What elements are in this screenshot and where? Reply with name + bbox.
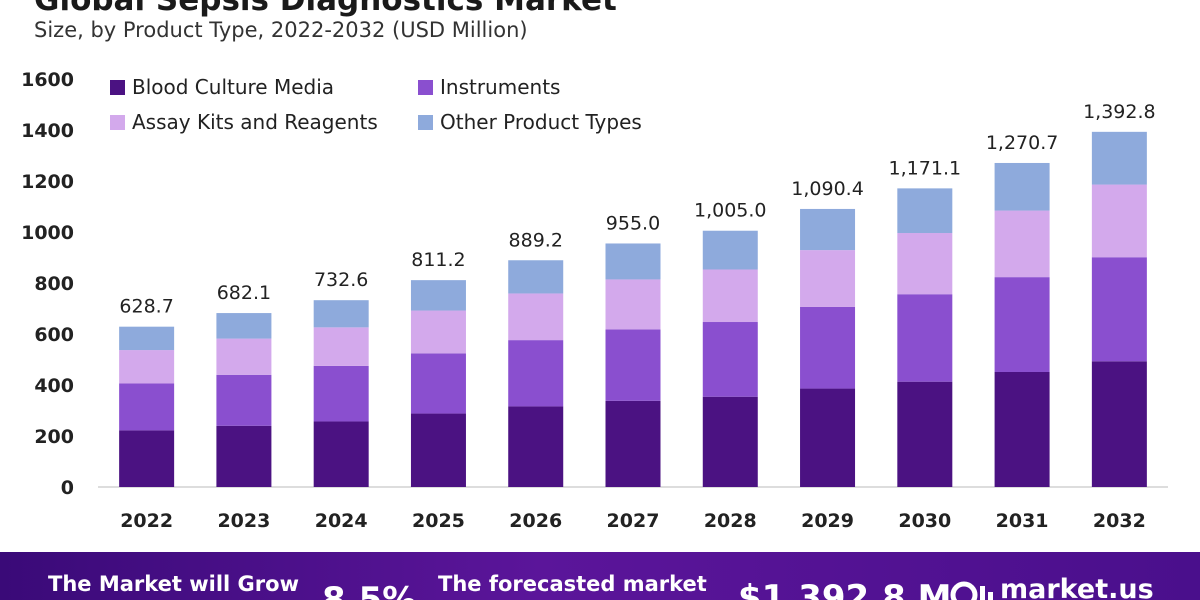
bar-total-label: 955.0 [606, 212, 660, 234]
legend-label: Instruments [440, 75, 560, 99]
y-tick-label: 600 [34, 324, 74, 346]
bar-segment [994, 277, 1050, 372]
bar-segment [119, 383, 175, 431]
bar-total-label: 682.1 [217, 282, 271, 304]
bar-segment [605, 243, 661, 280]
bar-segment [994, 371, 1050, 487]
y-tick-label: 200 [34, 426, 74, 448]
bar-segment [216, 425, 272, 487]
legend-label: Assay Kits and Reagents [132, 110, 378, 134]
bar-segment [410, 353, 466, 414]
x-tick-label: 2027 [607, 510, 660, 532]
bar-segment [216, 338, 272, 375]
x-tick-label: 2028 [704, 510, 757, 532]
footer-forecast-value: $1,392.8 M [738, 578, 952, 600]
bar-segment [216, 374, 272, 426]
legend-label: Blood Culture Media [132, 75, 334, 99]
bar-segment [702, 269, 758, 323]
x-tick-label: 2022 [120, 510, 173, 532]
footer-grow-text: The Market will Grow [48, 572, 299, 596]
y-tick-label: 0 [61, 477, 74, 499]
bar-segment [994, 210, 1050, 278]
bar-segment [119, 350, 175, 384]
bar-segment [897, 381, 953, 487]
y-tick-label: 1000 [21, 222, 74, 244]
bar-segment [508, 406, 564, 487]
bar-total-label: 1,005.0 [694, 200, 767, 222]
bar-segment [800, 306, 856, 389]
x-tick-label: 2032 [1093, 510, 1146, 532]
bar-segment [410, 280, 466, 311]
x-tick-label: 2030 [898, 510, 951, 532]
y-tick-label: 1200 [21, 171, 74, 193]
x-tick-label: 2026 [509, 510, 562, 532]
bar-segment [313, 421, 369, 487]
footer-banner: The Market will Grow 8.5% The forecasted… [0, 552, 1200, 600]
chart-subtitle: Size, by Product Type, 2022-2032 (USD Mi… [34, 18, 528, 42]
bar-segment [605, 329, 661, 401]
bar-segment [702, 230, 758, 270]
bar-segment [897, 294, 953, 382]
bar-segment [410, 413, 466, 487]
bar-segment [508, 340, 564, 407]
bar-segment [897, 233, 953, 295]
footer-cagr-value: 8.5% [322, 580, 417, 600]
bar-segment [216, 313, 272, 339]
bar-segment [313, 365, 369, 422]
y-tick-label: 1600 [21, 69, 74, 91]
legend-swatch [110, 115, 125, 130]
bar-segment [1091, 361, 1147, 487]
bar-segment [800, 250, 856, 307]
bar-segment [313, 300, 369, 328]
bar-segment [119, 430, 175, 487]
bar-segment [605, 400, 661, 487]
bar-segment [994, 162, 1050, 211]
bar-segment [508, 293, 564, 341]
market-us-logo-icon [950, 581, 993, 600]
footer-forecast-text: The forecasted market [438, 572, 707, 596]
bar-segment [800, 208, 856, 251]
bar-segment [1091, 184, 1147, 258]
x-tick-label: 2023 [217, 510, 270, 532]
bar-total-label: 1,090.4 [791, 178, 864, 200]
bar-segment [1091, 257, 1147, 362]
bar-total-label: 1,270.7 [986, 132, 1059, 154]
legend-swatch [418, 80, 433, 95]
legend-swatch [110, 80, 125, 95]
bar-segment [1091, 131, 1147, 185]
x-tick-label: 2031 [996, 510, 1049, 532]
y-tick-label: 400 [34, 375, 74, 397]
bar-total-label: 628.7 [119, 296, 173, 318]
bar-segment [702, 322, 758, 397]
legend-label: Other Product Types [440, 110, 642, 134]
bar-segment [702, 396, 758, 487]
bar-total-label: 811.2 [411, 249, 465, 271]
bar-segment [508, 260, 564, 294]
bar-segment [410, 310, 466, 354]
legend-swatch [418, 115, 433, 130]
y-tick-label: 800 [34, 273, 74, 295]
bar-segment [897, 188, 953, 234]
x-tick-label: 2029 [801, 510, 854, 532]
stacked-bar-chart: 0 200 400 600 800 1000 1200 1400 1600 628.7 2022 68… [21, 69, 1168, 532]
bar-total-label: 732.6 [314, 269, 368, 291]
x-tick-label: 2024 [315, 510, 368, 532]
chart-title: Global Sepsis Diagnostics Market [34, 0, 617, 18]
bar-segment [313, 327, 369, 366]
footer-brand: market.us [1000, 574, 1154, 600]
y-tick-label: 1400 [21, 120, 74, 142]
bar-segment [119, 326, 175, 351]
bar-total-label: 1,171.1 [889, 157, 962, 179]
bar-total-label: 1,392.8 [1083, 101, 1156, 123]
bar-segment [800, 388, 856, 487]
bar-segment [605, 279, 661, 330]
x-tick-label: 2025 [412, 510, 465, 532]
bar-total-label: 889.2 [509, 229, 563, 251]
